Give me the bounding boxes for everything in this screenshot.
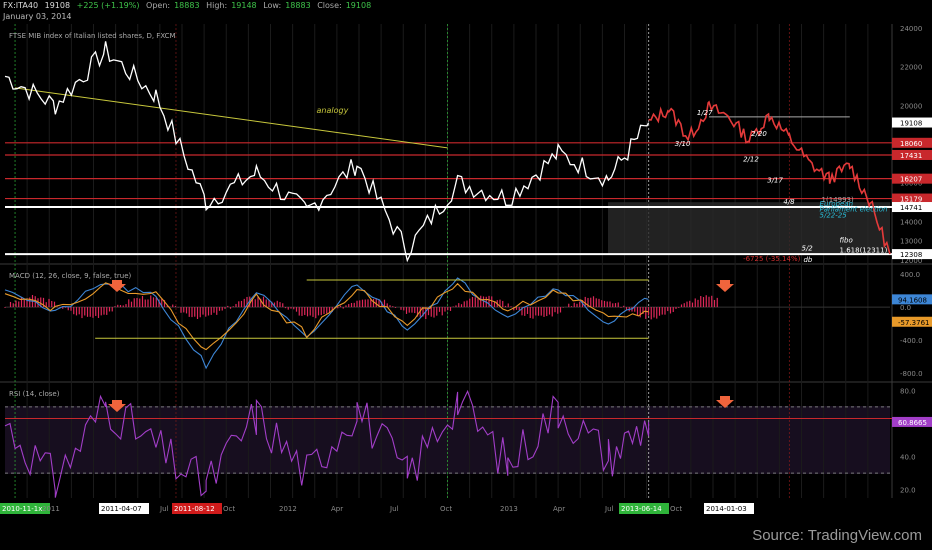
price-series xyxy=(4,41,650,263)
annotation: 5/22-25 xyxy=(820,211,848,219)
price-level-label: 14741 xyxy=(900,204,922,212)
annotation: 1/27 xyxy=(697,109,713,117)
annotation: 2/20 xyxy=(751,130,767,138)
x-tick-label: Oct xyxy=(223,505,235,513)
x-tick-label: 2010-11-1x xyxy=(2,505,42,513)
rsi-tick-label: 80.0 xyxy=(900,387,916,395)
price-tick-label: 13000 xyxy=(900,238,922,246)
x-tick-label: 2013 xyxy=(500,505,518,513)
source-credit: Source: TradingView.com xyxy=(752,527,922,544)
x-tick-label: 2013-06-14 xyxy=(621,505,662,513)
date-highlight xyxy=(0,503,50,514)
rsi-line xyxy=(4,389,650,498)
x-tick-label: 2011-04-07 xyxy=(101,505,142,513)
x-tick-label: Oct xyxy=(440,505,452,513)
annotation: analogy xyxy=(317,106,349,115)
open-label: Open: xyxy=(146,1,171,10)
price-pane-title: FTSE MIB index of Italian listed shares,… xyxy=(9,32,176,40)
x-tick-label: Oct xyxy=(670,505,682,513)
annotation: 3/17 xyxy=(767,177,783,185)
macd-tick-label: 0.0 xyxy=(900,304,911,312)
last-price-tag xyxy=(892,117,932,128)
annotation: European xyxy=(820,200,854,208)
x-tick-label: Apr xyxy=(553,505,565,513)
x-tick-label: Jul xyxy=(159,505,169,513)
projection-box xyxy=(608,202,890,255)
open-value: 18883 xyxy=(174,1,200,10)
price-level-label: 18060 xyxy=(900,140,922,148)
rsi-value-tag xyxy=(892,416,932,427)
header-date: January 03, 2014 xyxy=(3,12,72,21)
last-price-label: 19108 xyxy=(900,120,922,128)
projection-series xyxy=(648,100,891,255)
macd-value-label: 94.1608 xyxy=(898,296,927,304)
down-arrow-icon xyxy=(108,400,126,412)
macd-value-label: -57.3761 xyxy=(898,319,929,327)
price-tick-label: 20000 xyxy=(900,102,922,110)
rsi-pane-title: RSI (14, close) xyxy=(9,390,60,398)
price-level-tag xyxy=(892,193,932,204)
down-arrow-icon xyxy=(108,280,126,292)
macd-pane-title: MACD (12, 26, close, 9, false, true) xyxy=(9,272,132,280)
price-change: +225 (+1.19%) xyxy=(76,1,140,10)
x-tick-label: Jul xyxy=(389,505,399,513)
annotation: 2/12 xyxy=(743,155,759,163)
down-arrow-icon xyxy=(716,396,734,408)
rsi-tick-label: 40.0 xyxy=(900,454,916,462)
macd-value-tag xyxy=(892,294,932,305)
price-tick-label: 22000 xyxy=(900,64,922,72)
price-level-label: 17431 xyxy=(900,152,922,160)
symbol-header: FX:ITA40 19108 +225 (+1.19%) Open: 18883 … xyxy=(3,1,375,10)
macd-tick-label: -400.0 xyxy=(900,337,923,345)
annotation: 1.618(12311) xyxy=(840,246,888,254)
annotation: 5/2 xyxy=(801,244,813,252)
close-label: Close: xyxy=(317,1,342,10)
price-level-tag xyxy=(892,149,932,160)
date-highlight xyxy=(704,503,754,514)
annotation: Parliament election xyxy=(820,206,888,214)
x-tick-label: Jul xyxy=(604,505,614,513)
low-value: 18883 xyxy=(285,1,311,10)
date-highlight xyxy=(172,503,222,514)
price-level-label: 16207 xyxy=(900,176,922,184)
annotation: -6725 (-35.14%) xyxy=(743,255,801,263)
annotation: fibo xyxy=(840,237,853,245)
rsi-value-label: 60.8665 xyxy=(898,419,927,427)
price-tick-label: 12000 xyxy=(900,257,922,265)
high-label: High: xyxy=(206,1,228,10)
price-level-tag xyxy=(892,202,932,213)
price-level-tag xyxy=(892,249,932,260)
x-tick-label: 2014-01-03 xyxy=(706,505,747,513)
x-tick-label: 2011-08-12 xyxy=(174,505,215,513)
x-tick-label: 2012 xyxy=(279,505,297,513)
down-arrow-icon xyxy=(716,280,734,292)
annotation: 3/10 xyxy=(675,140,691,148)
symbol-label[interactable]: FX:ITA40 xyxy=(3,1,39,10)
rsi-tick-label: 20.0 xyxy=(900,487,916,495)
annotation: 1(14993) xyxy=(822,196,854,204)
annotation: db xyxy=(803,256,812,264)
x-tick-label: 2011 xyxy=(42,505,60,513)
date-highlight xyxy=(99,503,149,514)
price-tick-label: 16000 xyxy=(900,180,922,188)
price-tick-label: 24000 xyxy=(900,25,922,33)
date-highlight xyxy=(619,503,669,514)
macd-value-tag xyxy=(892,316,932,327)
price-level-tag xyxy=(892,173,932,184)
macd-tick-label: 400.0 xyxy=(900,271,920,279)
price-level-label: 15179 xyxy=(900,196,922,204)
analogy-line xyxy=(14,87,448,149)
annotation: 4/8 xyxy=(783,198,795,206)
price-level-label: 12308 xyxy=(900,251,922,259)
high-value: 19148 xyxy=(231,1,257,10)
price-tick-label: 14000 xyxy=(900,218,922,226)
macd-tick-label: -800.0 xyxy=(900,370,923,378)
low-label: Low: xyxy=(263,1,282,10)
close-value: 19108 xyxy=(345,1,372,10)
last-price: 19108 xyxy=(44,1,71,10)
x-tick-label: Apr xyxy=(331,505,343,513)
price-level-tag xyxy=(892,137,932,148)
